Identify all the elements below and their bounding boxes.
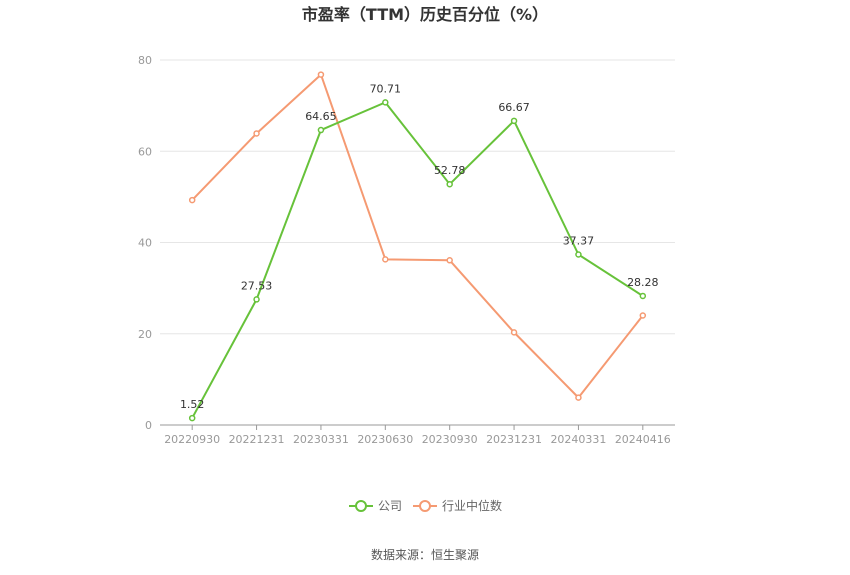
data-point-1 [317, 71, 325, 78]
legend[interactable]: 公司 行业中位数 [349, 498, 502, 513]
x-tick-label: 20221231 [229, 433, 285, 446]
x-tick-label: 20220930 [164, 433, 220, 446]
data-point-0 [575, 251, 582, 258]
series-line-0 [191, 101, 644, 419]
data-label: 28.28 [627, 276, 659, 289]
x-tick-label: 20240331 [550, 433, 606, 446]
y-axis: 0 20 40 60 80 [138, 54, 152, 432]
y-tick-label: 60 [138, 145, 152, 158]
data-point-0 [382, 99, 389, 106]
y-tick-label: 0 [145, 419, 152, 432]
data-label: 52.78 [434, 164, 466, 177]
x-tick-label: 20230630 [357, 433, 413, 446]
data-label: 27.53 [241, 279, 273, 292]
data-label: 37.37 [563, 234, 595, 247]
grid [160, 59, 675, 335]
x-tick-label: 20231231 [486, 433, 542, 446]
chart-title: 市盈率（TTM）历史百分位（%） [302, 5, 548, 24]
data-point-0 [253, 296, 260, 303]
data-point-0 [188, 414, 196, 422]
data-point-1 [188, 196, 196, 204]
x-tick-label: 20230930 [422, 433, 478, 446]
data-label: 70.71 [370, 82, 402, 95]
y-tick-label: 80 [138, 54, 152, 67]
data-point-1 [382, 256, 389, 263]
data-point-0 [639, 292, 647, 300]
data-point-1 [446, 257, 453, 264]
series-layer [188, 71, 647, 422]
source-note: 数据来源：恒生聚源 [371, 547, 479, 562]
x-tick-label: 20240416 [615, 433, 671, 446]
data-label: 1.52 [180, 398, 205, 411]
y-tick-label: 20 [138, 328, 152, 341]
y-tick-label: 40 [138, 237, 152, 250]
data-point-0 [446, 180, 453, 188]
data-label: 64.65 [305, 110, 337, 123]
data-label: 66.67 [498, 101, 530, 114]
data-point-0 [317, 126, 325, 134]
legend-swatch-marker [355, 500, 367, 512]
data-point-0 [510, 117, 518, 125]
legend-label: 行业中位数 [442, 498, 502, 513]
data-point-1 [575, 394, 582, 401]
data-point-1 [639, 312, 647, 319]
data-point-1 [253, 130, 260, 137]
x-tick-label: 20230331 [293, 433, 349, 446]
data-point-1 [510, 329, 518, 336]
legend-item[interactable]: 公司 [349, 499, 402, 513]
data-labels: 1.52 27.53 64.65 70.71 52.78 66.67 37.37 28.28 [180, 82, 659, 411]
series-line-1 [191, 73, 644, 399]
x-axis: 20220930 20221231 20230331 20230630 20230930… [160, 424, 675, 446]
legend-label: 公司 [378, 499, 402, 513]
legend-swatch-marker [419, 500, 431, 512]
legend-item[interactable]: 行业中位数 [413, 498, 502, 513]
